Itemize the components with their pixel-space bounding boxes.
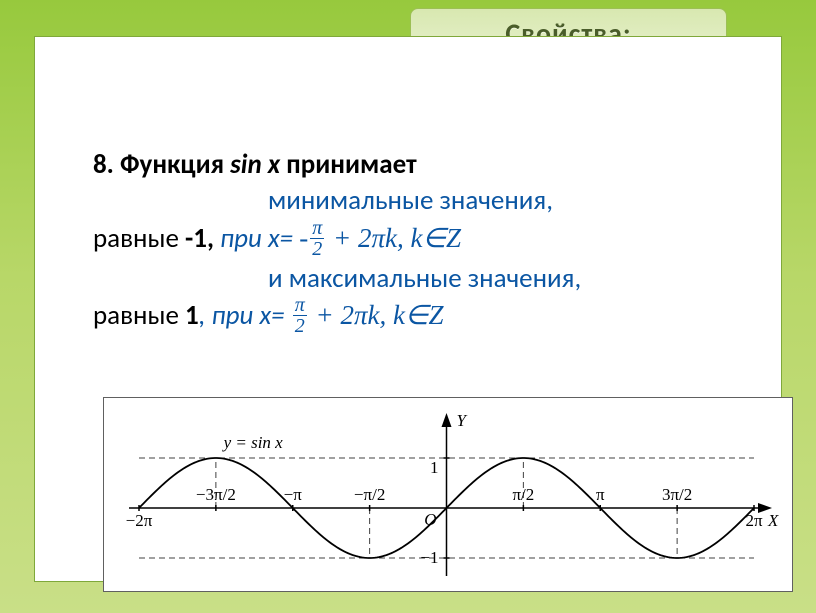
line5-val: 1: [185, 299, 199, 332]
line3-prefix: равные: [93, 222, 185, 255]
line5-num: π: [293, 295, 307, 316]
line3-frac: π2: [308, 218, 326, 259]
line5-prefix: равные: [93, 299, 185, 332]
line3-lead: -: [299, 223, 308, 253]
sine-chart: −2π −3π/2 −π −π/2 π/2 π 3π/2 2π 1 −1 O Y Xy = sin x: [103, 397, 793, 592]
text-content: 8. Функция sin x принимает минимальные з…: [93, 147, 793, 338]
line4-text: и максимальные значения,: [268, 262, 581, 295]
line-1: 8. Функция sin x принимает: [93, 147, 793, 183]
line-5: равные 1, при х= π2 + 2πk, k∈Z: [93, 297, 793, 338]
line5-den: 2: [293, 316, 307, 336]
line5-tail: + 2πk, k∈Z: [309, 300, 444, 330]
svg-text:2π: 2π: [745, 511, 763, 530]
line-2: минимальные значения,: [93, 183, 793, 219]
content-panel: 8. Функция sin x принимает минимальные з…: [34, 36, 782, 582]
svg-text:−π: −π: [284, 485, 303, 504]
line3-val: -1,: [185, 222, 214, 255]
line3-num: π: [310, 218, 324, 239]
line-3: равные -1, при х= -π2 + 2πk, k∈Z: [93, 220, 793, 261]
line1-suffix: принимает: [280, 148, 416, 181]
line5-frac: π2: [291, 295, 309, 336]
svg-text:3π/2: 3π/2: [662, 485, 692, 504]
svg-text:−π/2: −π/2: [354, 485, 385, 504]
line3-den: 2: [310, 239, 324, 259]
line3-at: при х=: [214, 222, 299, 255]
svg-text:Y: Y: [457, 411, 468, 430]
slide-background: Свойства: 8. Функция sin x принимает мин…: [0, 0, 816, 613]
svg-text:−2π: −2π: [126, 511, 153, 530]
line5-comma: ,: [199, 299, 212, 332]
sine-chart-svg: −2π −3π/2 −π −π/2 π/2 π 3π/2 2π 1 −1 O Y Xy = sin x: [104, 398, 789, 588]
line1-prefix: 8. Функция: [93, 148, 230, 181]
svg-text:π/2: π/2: [512, 485, 534, 504]
svg-text:−3π/2: −3π/2: [196, 485, 236, 504]
line5-at: при х=: [212, 299, 291, 332]
svg-text:π: π: [596, 485, 605, 504]
svg-text:−1: −1: [420, 548, 438, 567]
line-4: и максимальные значения,: [93, 261, 793, 297]
line2-text: минимальные значения,: [268, 184, 553, 217]
svg-text:X: X: [767, 511, 779, 530]
svg-text:y = sin x: y = sin x: [222, 433, 284, 452]
line3-tail: + 2πk, k∈Z: [326, 223, 461, 253]
svg-text:O: O: [424, 510, 436, 529]
svg-text:1: 1: [430, 458, 439, 477]
line1-func: sin x: [230, 148, 280, 181]
